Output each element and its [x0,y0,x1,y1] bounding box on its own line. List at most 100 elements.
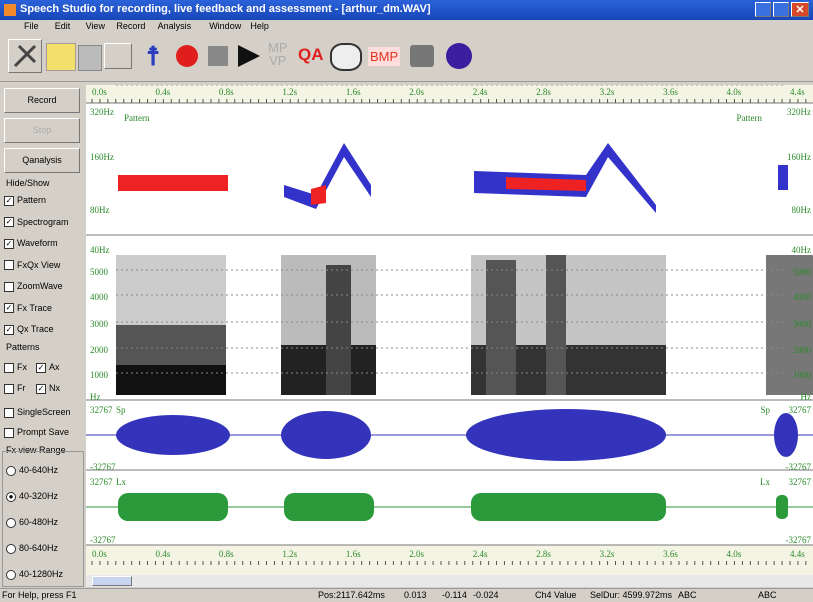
option-label: 40-320Hz [19,491,58,501]
checkbox[interactable]: ✓ [4,196,14,206]
checkbox-row[interactable]: ZoomWave [4,281,63,292]
app-window: Speech Studio for recording, live feedba… [0,0,813,601]
status-field: For Help, press F1 [2,590,77,600]
group-title: Patterns [6,342,40,352]
menu-item[interactable]: Help [250,21,269,31]
open-icon[interactable] [46,43,76,71]
time-label: 1.2s [282,549,297,559]
time-label: 3.2s [600,87,615,97]
option-label: Fx Trace [17,303,52,313]
menu-item[interactable]: View [86,21,105,31]
time-label: 1.6s [346,549,361,559]
axis-label: 160Hz [787,152,811,162]
play-icon[interactable] [236,43,262,69]
checkbox-row[interactable]: SingleScreen [4,407,71,418]
checkbox-row[interactable]: Fr [4,383,26,394]
save-icon[interactable] [78,45,102,71]
checkbox[interactable]: ✓ [4,217,14,227]
checkbox-row[interactable]: 40-1280Hz [6,569,63,580]
checkbox-row[interactable]: ✓Ax [36,362,60,373]
bug-icon[interactable] [446,43,472,69]
axis-label: Lx [116,477,126,487]
option-label: Fr [17,383,26,393]
close[interactable]: ✕ [791,2,809,17]
qa-icon[interactable]: QA [298,45,324,65]
status-field: -0.024 [473,590,499,600]
status-field: 0.013 [404,590,427,600]
checkbox[interactable]: ✓ [4,303,14,313]
axis-label: Sp [116,405,126,415]
panel-button[interactable]: Stop [4,118,80,143]
checkbox-row[interactable]: ✓Nx [36,383,60,394]
axis-label: 1000 [90,370,109,380]
record-icon[interactable] [176,45,198,67]
checkbox[interactable]: ✓ [36,363,46,373]
checkbox[interactable] [4,260,14,270]
checkbox-row[interactable]: Fx [4,362,27,373]
panel-button[interactable]: Record [4,88,80,113]
stop-icon[interactable] [208,46,228,66]
checkbox[interactable]: ✓ [4,325,14,335]
print-icon[interactable] [410,45,434,67]
checkbox[interactable]: ✓ [4,239,14,249]
option-label: 80-640Hz [19,543,58,553]
checkbox[interactable] [4,384,14,394]
status-field: Pos:2117.642ms [318,590,385,600]
option-label: Waveform [17,238,58,248]
status-field: SelDur: 4599.972ms [590,590,672,600]
checkbox-row[interactable]: ✓Spectrogram [4,217,69,228]
checkbox-row[interactable]: ✓Fx Trace [4,303,52,314]
checkbox-row[interactable]: 80-640Hz [6,543,58,554]
radio[interactable]: ● [6,492,16,502]
menu-item[interactable]: Record [116,21,145,31]
radio[interactable] [6,518,16,528]
checkbox-row[interactable]: ●40-320Hz [6,491,58,502]
menu-item[interactable]: File [24,21,39,31]
checkbox-row[interactable]: Prompt Save [4,427,69,438]
tool-button[interactable] [8,39,42,73]
axis-label: 32767 [90,477,113,487]
checkbox-row[interactable]: 40-640Hz [6,465,58,476]
option-label: FxQx View [17,260,60,270]
title-bar: Speech Studio for recording, live feedba… [0,0,813,20]
bmp-icon[interactable]: BMP [368,47,400,66]
checkbox-row[interactable]: ✓Pattern [4,195,46,206]
checkbox-row[interactable]: ✓Waveform [4,238,58,249]
assess-icon[interactable] [330,43,362,71]
option-label: Prompt Save [17,427,69,437]
maximize[interactable] [773,2,789,17]
checkbox[interactable] [4,363,14,373]
option-label: 40-1280Hz [19,569,63,579]
radio[interactable] [6,466,16,476]
minimize[interactable] [755,2,771,17]
radio[interactable] [6,570,16,580]
checkbox[interactable] [4,408,14,418]
checkbox[interactable]: ✓ [36,384,46,394]
menu-item[interactable]: Window [209,21,241,31]
menu-item[interactable]: Analysis [158,21,192,31]
menu-item[interactable]: Edit [55,21,71,31]
time-label: 3.6s [663,87,678,97]
checkbox-row[interactable]: ✓Qx Trace [4,324,54,335]
radio[interactable] [6,544,16,554]
speaker-icon[interactable]: ☨ [146,41,160,72]
checkbox[interactable] [4,282,14,292]
menu-bar: File Edit View Record Analysis Window Help [0,20,813,33]
time-label: 0.8s [219,87,234,97]
checkbox-row[interactable]: 60-480Hz [6,517,58,528]
status-field: -0.114 [442,590,467,600]
window-title: Speech Studio for recording, live feedba… [20,3,431,15]
option-label: 60-480Hz [19,517,58,527]
time-label: 3.2s [600,549,615,559]
status-bar: For Help, press F1 Pos:2117.642ms 0.013 -0.… [0,588,813,602]
h-scrollbar[interactable] [86,575,813,587]
axis-label: 4000 [793,292,812,302]
panel-button[interactable]: Qanalysis [4,148,80,173]
checkbox-row[interactable]: FxQx View [4,260,60,271]
axis-label: -32767 [90,535,116,545]
checkbox[interactable] [4,428,14,438]
axis-label: Pattern [737,113,763,123]
window-icon[interactable] [104,43,132,69]
